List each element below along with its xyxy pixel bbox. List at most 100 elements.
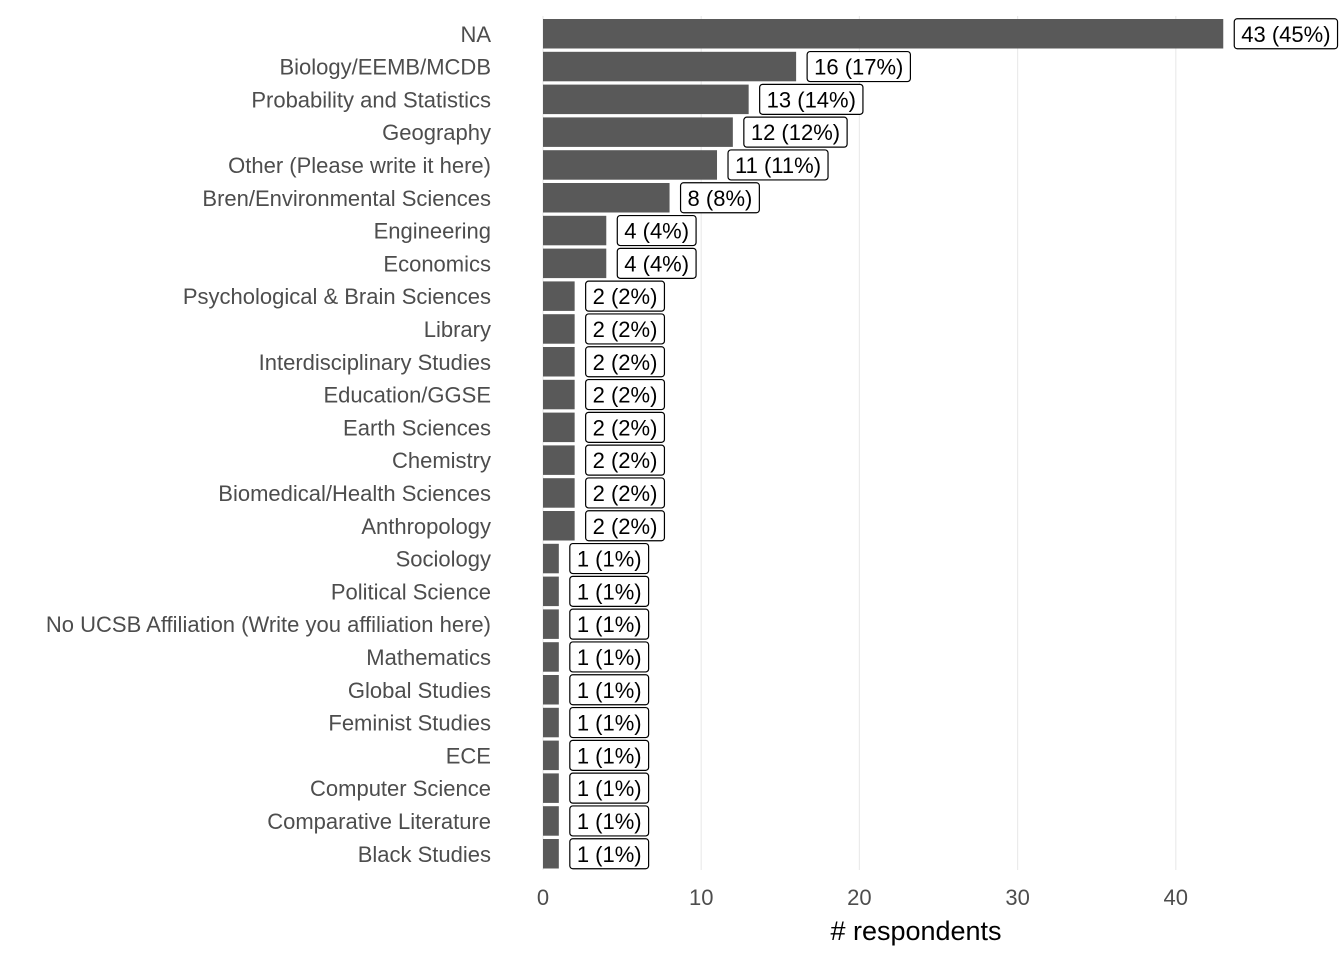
x-tick-label: 20 [847, 885, 871, 910]
bar [543, 445, 575, 475]
data-label: 2 (2%) [593, 415, 658, 440]
category-label: Other (Please write it here) [228, 153, 491, 178]
data-label: 1 (1%) [577, 809, 642, 834]
category-label: Political Science [331, 579, 491, 604]
category-label: Earth Sciences [343, 415, 491, 440]
data-label-box [585, 313, 666, 345]
bar [543, 511, 575, 541]
data-label-box [585, 280, 666, 312]
category-label: NA [460, 22, 491, 47]
data-label: 1 (1%) [577, 711, 642, 736]
category-label: Psychological & Brain Sciences [183, 284, 491, 309]
data-label: 4 (4%) [624, 251, 689, 276]
bar [543, 51, 797, 82]
category-label: Mathematics [366, 645, 491, 670]
category-label: Education/GGSE [323, 383, 491, 408]
data-label-group: 2 (2%) [585, 444, 666, 476]
bar [543, 773, 559, 803]
data-label-group: 2 (2%) [585, 346, 666, 378]
x-tick-label: 10 [689, 885, 713, 910]
data-label: 1 (1%) [577, 842, 642, 867]
bar [543, 183, 670, 213]
category-label: Biology/EEMB/MCDB [279, 55, 491, 80]
data-label-group: 1 (1%) [569, 608, 650, 640]
data-label-box [743, 116, 848, 148]
bar [543, 642, 559, 672]
data-label: 2 (2%) [593, 284, 658, 309]
data-label-box [585, 510, 666, 542]
category-label: Bren/Environmental Sciences [202, 186, 491, 211]
category-label: Economics [383, 251, 491, 276]
bars [543, 19, 1224, 869]
x-tick-label: 30 [1005, 885, 1029, 910]
data-label: 2 (2%) [593, 383, 658, 408]
category-label: Interdisciplinary Studies [259, 350, 491, 375]
data-label-box [569, 706, 650, 739]
category-label: Feminist Studies [328, 711, 491, 736]
data-label-box [1233, 18, 1339, 50]
bar [543, 19, 1224, 49]
x-axis-title: # respondents [830, 916, 1001, 946]
category-label: Biomedical/Health Sciences [218, 481, 491, 506]
bar [543, 478, 575, 508]
data-label-group: 2 (2%) [585, 378, 666, 411]
data-label-group: 1 (1%) [569, 772, 650, 804]
data-label-group: 1 (1%) [569, 739, 650, 771]
data-label-group: 4 (4%) [616, 214, 697, 247]
data-label: 1 (1%) [577, 743, 642, 768]
data-label-box [569, 838, 650, 870]
data-label-group: 1 (1%) [569, 674, 650, 706]
data-label-group: 8 (8%) [679, 182, 760, 214]
data-label-box [806, 50, 912, 83]
category-labels: NA Biology/EEMB/MCDB Probability and Stati… [46, 22, 491, 867]
data-label: 16 (17%) [814, 55, 903, 80]
data-label: 13 (14%) [767, 87, 856, 112]
data-label-group: 2 (2%) [585, 280, 666, 312]
x-tick-label: 40 [1164, 885, 1188, 910]
bar [543, 314, 575, 344]
data-label-group: 1 (1%) [569, 542, 650, 575]
category-label: No UCSB Affiliation (Write you affiliati… [46, 612, 491, 637]
data-label: 1 (1%) [577, 612, 642, 637]
data-label-group: 1 (1%) [569, 838, 650, 870]
data-label: 1 (1%) [577, 547, 642, 572]
bar [543, 215, 607, 246]
bar [543, 806, 559, 836]
data-label: 2 (2%) [593, 448, 658, 473]
data-label-box [569, 641, 650, 673]
data-label: 11 (11%) [735, 153, 821, 178]
bar [543, 609, 559, 639]
bar [543, 379, 575, 410]
data-label-box [585, 346, 666, 378]
data-label-group: 1 (1%) [569, 575, 650, 607]
bar [543, 839, 559, 869]
data-label-box [585, 477, 666, 509]
data-label-group: 2 (2%) [585, 313, 666, 345]
data-label-group: 2 (2%) [585, 477, 666, 509]
data-label: 2 (2%) [593, 317, 658, 342]
bar [543, 281, 575, 311]
data-label: 1 (1%) [577, 645, 642, 670]
data-label-group: 11 (11%) [727, 149, 829, 181]
data-label: 8 (8%) [688, 186, 753, 211]
bar [543, 707, 559, 738]
data-label-box [569, 674, 650, 706]
data-label-group: 2 (2%) [585, 510, 666, 542]
data-label-box [569, 739, 650, 771]
data-labels: 43 (45%) 16 (17%) 13 (14%) 12 (12%) 11 (11%)… [569, 18, 1339, 870]
bar [543, 576, 559, 607]
data-label-group: 1 (1%) [569, 641, 650, 673]
bar [543, 675, 559, 705]
data-label-box [585, 444, 666, 476]
bar [543, 740, 559, 771]
category-label: Comparative Literature [267, 809, 491, 834]
data-label-box [679, 182, 760, 214]
bar [543, 347, 575, 377]
data-label: 2 (2%) [593, 514, 658, 539]
data-label-group: 13 (14%) [759, 83, 864, 115]
data-label: 2 (2%) [593, 350, 658, 375]
category-label: Sociology [396, 547, 491, 572]
data-label-box [759, 83, 864, 115]
data-label-group: 4 (4%) [616, 247, 697, 279]
